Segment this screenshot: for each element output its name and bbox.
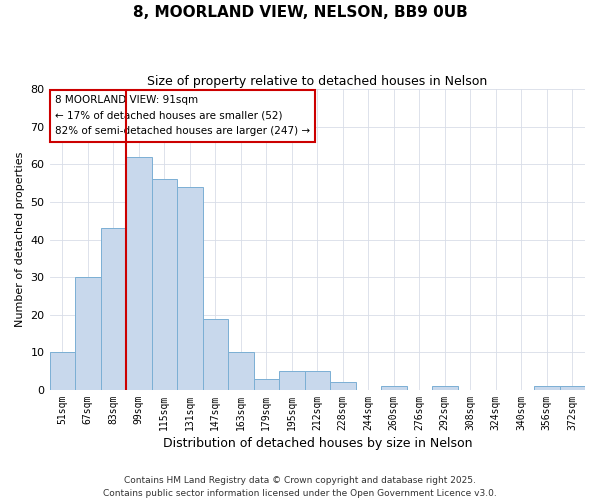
Bar xyxy=(330,382,356,390)
Text: 8 MOORLAND VIEW: 91sqm
← 17% of detached houses are smaller (52)
82% of semi-det: 8 MOORLAND VIEW: 91sqm ← 17% of detached… xyxy=(55,95,310,136)
Bar xyxy=(432,386,458,390)
Bar xyxy=(560,386,585,390)
Bar xyxy=(152,180,177,390)
Text: Contains HM Land Registry data © Crown copyright and database right 2025.
Contai: Contains HM Land Registry data © Crown c… xyxy=(103,476,497,498)
Bar xyxy=(203,318,228,390)
Bar xyxy=(305,371,330,390)
Bar xyxy=(75,277,101,390)
Bar xyxy=(279,371,305,390)
Y-axis label: Number of detached properties: Number of detached properties xyxy=(15,152,25,327)
X-axis label: Distribution of detached houses by size in Nelson: Distribution of detached houses by size … xyxy=(163,437,472,450)
Bar xyxy=(177,187,203,390)
Bar xyxy=(228,352,254,390)
Bar xyxy=(126,157,152,390)
Bar xyxy=(534,386,560,390)
Title: Size of property relative to detached houses in Nelson: Size of property relative to detached ho… xyxy=(147,75,487,88)
Text: 8, MOORLAND VIEW, NELSON, BB9 0UB: 8, MOORLAND VIEW, NELSON, BB9 0UB xyxy=(133,5,467,20)
Bar xyxy=(254,378,279,390)
Bar xyxy=(101,228,126,390)
Bar xyxy=(50,352,75,390)
Bar xyxy=(381,386,407,390)
